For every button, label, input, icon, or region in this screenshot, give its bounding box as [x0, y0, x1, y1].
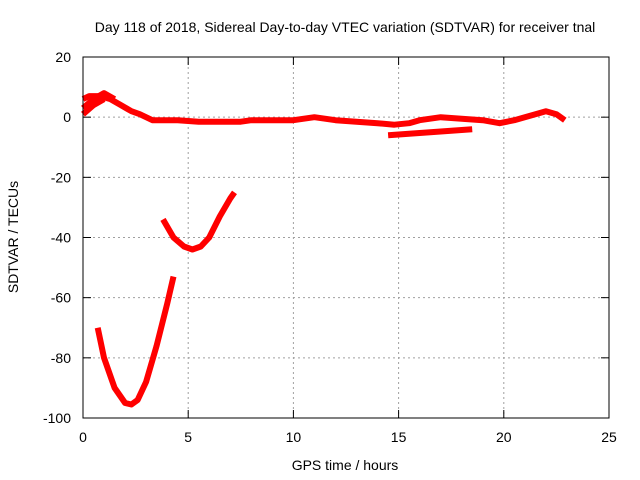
series-line-main-trace — [81, 93, 567, 128]
plot-frame — [82, 56, 610, 419]
series-line-shallow-dip-arc — [160, 190, 237, 253]
y-tick-labels: 20 0 -20 -40 -60 -80 -100 — [43, 49, 71, 426]
x-tick-labels: 0 5 10 15 20 25 — [79, 429, 617, 445]
y-tick-label: -60 — [51, 290, 71, 306]
x-tick-label: 10 — [286, 429, 302, 445]
y-tick-label: -20 — [51, 169, 71, 185]
x-tick-label: 15 — [391, 429, 407, 445]
series-line-upper-trace — [81, 90, 117, 111]
y-axis-label: SDTVAR / TECUs — [5, 181, 21, 293]
x-tick-label: 0 — [79, 429, 87, 445]
x-axis-label: GPS time / hours — [292, 457, 399, 473]
y-tick-label: 0 — [63, 109, 71, 125]
axis-ticks — [82, 56, 610, 419]
y-tick-label: 20 — [55, 49, 71, 65]
series-line-late-offset-trace — [387, 126, 473, 139]
y-tick-label: -40 — [51, 230, 71, 246]
chart-title: Day 118 of 2018, Sidereal Day-to-day VTE… — [95, 19, 596, 35]
series-group — [81, 90, 567, 408]
series-line-deep-dip-arc — [94, 275, 177, 408]
x-tick-label: 20 — [496, 429, 512, 445]
series-line-lower-trace — [81, 96, 106, 117]
x-tick-label: 25 — [601, 429, 617, 445]
y-tick-label: -100 — [43, 410, 71, 426]
x-tick-label: 5 — [184, 429, 192, 445]
y-tick-label: -80 — [51, 350, 71, 366]
grid-lines — [83, 57, 609, 418]
